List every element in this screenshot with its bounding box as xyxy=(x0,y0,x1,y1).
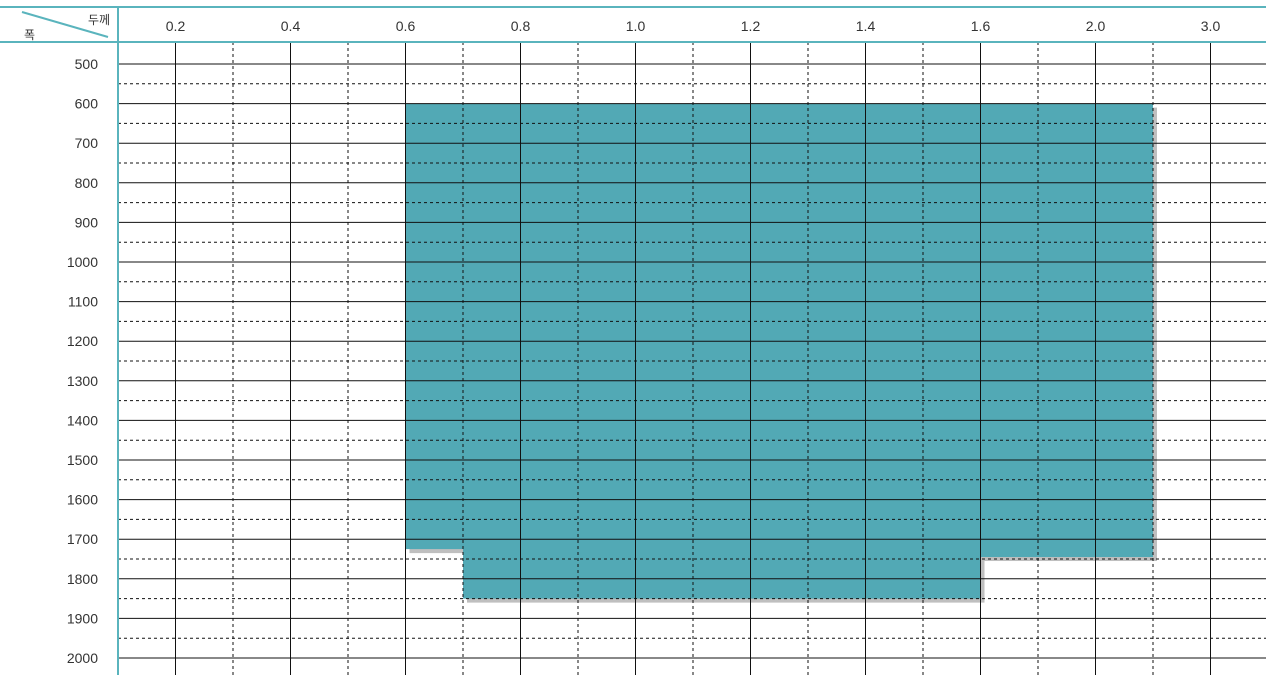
x-tick-label: 1.4 xyxy=(856,18,876,34)
corner-diagonal-line xyxy=(21,11,109,38)
y-tick-labels: 500 600 700 800 900 1000 1100 1200 1300 1400 1500 1… xyxy=(67,56,98,666)
y-tick-label: 1700 xyxy=(67,531,98,547)
y-tick-label: 700 xyxy=(75,135,99,151)
available-region-layer xyxy=(405,103,1157,603)
grid-layer xyxy=(118,42,1266,675)
available-region-block xyxy=(980,103,1153,558)
x-tick-label: 1.6 xyxy=(971,18,991,34)
y-tick-label: 600 xyxy=(75,96,99,112)
y-tick-label: 800 xyxy=(75,175,99,191)
x-tick-labels: 0.2 0.4 0.6 0.8 1.0 1.2 1.4 1.6 2.0 3.0 xyxy=(166,18,1221,34)
y-tick-label: 500 xyxy=(75,56,99,72)
x-tick-label: 1.2 xyxy=(741,18,761,34)
y-tick-label: 900 xyxy=(75,214,99,230)
y-tick-label: 2000 xyxy=(67,650,98,666)
y-tick-label: 1500 xyxy=(67,452,98,468)
corner-header: 두께 폭 xyxy=(21,11,110,42)
x-tick-label: 0.8 xyxy=(511,18,531,34)
y-tick-label: 1100 xyxy=(68,294,98,310)
y-tick-label: 1800 xyxy=(67,571,98,587)
y-tick-label: 1300 xyxy=(67,373,98,389)
x-tick-label: 1.0 xyxy=(626,18,646,34)
x-tick-label: 2.0 xyxy=(1086,18,1106,34)
x-tick-label: 0.2 xyxy=(166,18,186,34)
axis-layer xyxy=(0,6,1266,675)
y-tick-label: 1900 xyxy=(67,610,98,626)
row-axis-label: 폭 xyxy=(24,28,35,42)
y-tick-label: 1600 xyxy=(67,492,98,508)
y-tick-label: 1200 xyxy=(67,333,98,349)
available-region-block xyxy=(405,103,463,550)
x-tick-label: 3.0 xyxy=(1201,18,1221,34)
x-tick-label: 0.4 xyxy=(281,18,301,34)
column-axis-label: 두께 xyxy=(88,13,110,27)
available-region-block xyxy=(463,103,981,599)
y-tick-label: 1400 xyxy=(67,412,98,428)
x-tick-label: 0.6 xyxy=(396,18,416,34)
y-tick-label: 1000 xyxy=(67,254,98,270)
